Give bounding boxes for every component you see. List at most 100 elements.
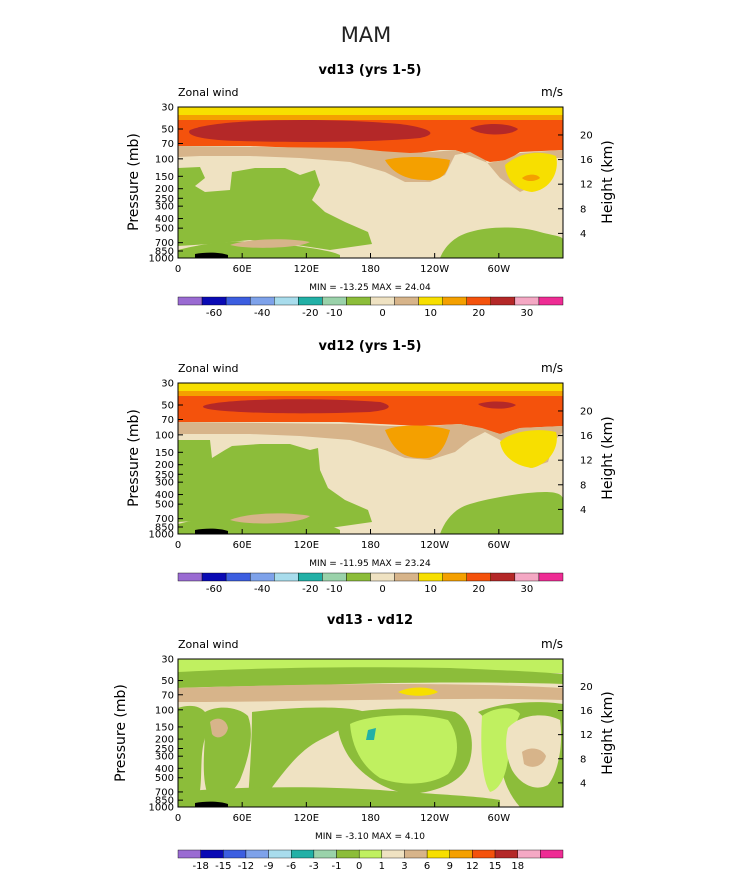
colorbar-swatch [322,572,347,582]
colorbar-label: 6 [424,861,430,872]
y-tick-label: 300 [155,202,174,213]
y-tick-label: 200 [155,735,174,746]
colorbar-label: -10 [326,584,342,595]
y-tick-label: 30 [161,379,174,390]
colorbar-swatch [370,296,395,306]
units-label: m/s [541,637,563,651]
colorbar-label: -10 [326,308,342,319]
colorbar-swatch [494,849,518,859]
min-max-stats: MIN = -13.25 MAX = 24.04 [309,283,431,293]
contour-band [178,167,372,250]
colorbar-swatch [442,572,467,582]
field-label: Zonal wind [178,362,239,375]
colorbar-swatch [381,849,405,859]
y-tick-label: 500 [155,773,174,784]
colorbar-swatch [177,572,203,582]
y-tick-label: 100 [155,705,174,716]
contour-band [366,728,376,740]
colorbar-swatch [418,572,443,582]
y-right-tick-label: 8 [580,754,586,765]
colorbar-label: -15 [215,861,231,872]
y-right-tick-label: 12 [580,456,593,467]
colorbar-swatch [177,296,203,306]
contour-band [203,399,389,414]
orography [195,528,228,534]
colorbar-swatch [538,296,564,306]
contour-band [178,440,372,528]
y-axis-label: Pressure (mb) [113,684,129,782]
contour-band [210,718,228,738]
x-tick-label: 120W [420,264,449,275]
field-label: Zonal wind [178,638,239,651]
x-tick-label: 60W [488,264,511,275]
min-max-stats: MIN = -3.10 MAX = 4.10 [315,832,425,842]
x-tick-label: 60E [233,264,252,275]
orography [195,252,228,258]
colorbar-label: -60 [206,584,222,595]
colorbar-swatch [291,849,315,859]
colorbar-swatch [249,296,275,306]
colorbar-swatch [538,572,564,582]
contour-band [178,787,500,807]
y-tick-label: 200 [155,184,174,195]
colorbar-label: 30 [521,584,534,595]
y-tick-label: 850 [155,523,174,534]
y-tick-label: 150 [155,722,174,733]
y-tick-label: 50 [161,400,174,411]
units-label: m/s [541,85,563,99]
y-ticks-right: 20 16 12 8 4 [558,406,593,516]
y-axis-right-label: Height (km) [600,416,616,499]
colorbar-label: -9 [264,861,274,872]
panel-title: vd12 (yrs 1-5) [319,339,422,354]
orography [195,801,228,807]
y-tick-label: 700 [155,514,174,525]
colorbar-swatch [442,296,467,306]
y-tick-label: 700 [155,238,174,249]
contour-band [178,115,563,122]
x-tick-label: 0 [175,264,181,275]
x-tick-label: 180 [361,540,380,551]
colorbar-swatch [394,572,419,582]
y-tick-label: 500 [155,500,174,511]
field-label: Zonal wind [178,86,239,99]
colorbar-label: -20 [302,584,318,595]
x-ticks: 0 60E 120E 180 120W 60W [175,802,510,824]
units-label: m/s [541,361,563,375]
y-tick-label: 250 [155,194,174,205]
y-tick-label: 1000 [149,803,174,814]
y-tick-label: 50 [161,676,174,687]
y-right-tick-label: 20 [580,682,593,693]
contour-band [230,513,310,524]
y-tick-label: 400 [155,214,174,225]
colorbar-label: 9 [447,861,453,872]
contour-field [178,383,563,534]
y-tick-label: 70 [161,139,174,150]
colorbar-label: -6 [286,861,296,872]
y-axis-label: Pressure (mb) [126,133,142,231]
colorbar-swatch [322,296,347,306]
x-ticks: 0 60E 120E 180 120W 60W [175,529,510,551]
x-tick-label: 60W [488,813,511,824]
colorbar-swatch [249,572,275,582]
colorbar-label: 1 [379,861,385,872]
y-right-tick-label: 16 [580,155,593,166]
panel-vd12: vd12 (yrs 1-5) Zonal wind m/s Pre [126,339,616,595]
y-tick-label: 300 [155,478,174,489]
colorbar-label: 0 [379,584,385,595]
y-tick-label: 70 [161,690,174,701]
colorbar-swatch [418,296,443,306]
colorbar-swatch [201,572,227,582]
contour-band [178,705,205,807]
contour-band [500,430,557,468]
contour-band [470,123,518,135]
colorbar-swatch [346,296,371,306]
colorbar-swatch [472,849,496,859]
y-tick-label: 30 [161,103,174,114]
y-axis-label: Pressure (mb) [126,409,142,507]
y-tick-label: 700 [155,787,174,798]
colorbar-label: -3 [309,861,319,872]
page-title: MAM [341,23,392,47]
y-tick-label: 250 [155,470,174,481]
colorbar-swatch [358,849,383,859]
